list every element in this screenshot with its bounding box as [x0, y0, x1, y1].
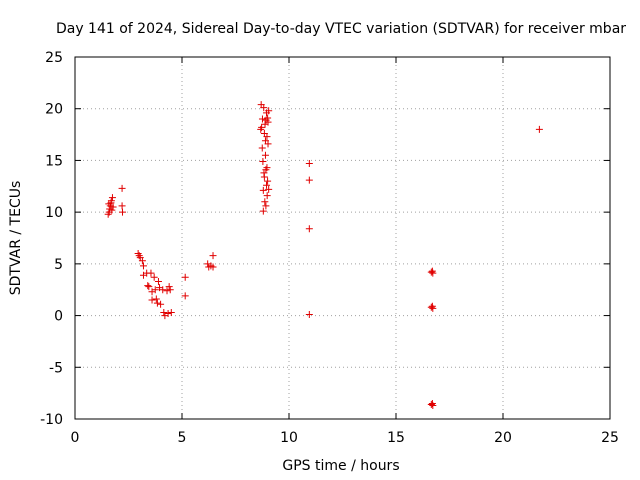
data-point — [118, 184, 126, 192]
x-axis-label: GPS time / hours — [282, 458, 399, 474]
data-point — [261, 151, 269, 159]
data-point — [119, 208, 127, 216]
data-point — [259, 207, 267, 215]
data-point — [144, 282, 152, 290]
data-point — [262, 116, 270, 124]
data-point — [429, 269, 437, 277]
data-point — [209, 263, 217, 271]
data-point — [108, 206, 116, 214]
data-point — [427, 401, 435, 409]
data-point — [305, 225, 313, 233]
x-tick-label: 25 — [601, 430, 619, 446]
data-point — [429, 402, 437, 410]
y-axis-label: SDTVAR / TECUs — [8, 181, 24, 296]
x-tick-label: 5 — [178, 430, 187, 446]
y-tick-label: -10 — [40, 412, 63, 428]
y-tick-label: 10 — [45, 205, 63, 221]
data-point — [265, 107, 273, 115]
data-point — [153, 299, 161, 307]
data-point — [138, 257, 146, 265]
data-point — [166, 286, 174, 294]
data-point — [165, 283, 173, 291]
data-point — [263, 133, 271, 141]
data-point — [159, 286, 167, 294]
data-point — [265, 185, 273, 193]
data-point — [260, 169, 268, 177]
data-point — [160, 308, 168, 316]
data-point — [263, 181, 271, 189]
data-point — [535, 125, 543, 133]
data-point — [258, 144, 266, 152]
data-point — [152, 295, 160, 303]
data-point — [262, 202, 270, 210]
data-point — [147, 269, 155, 277]
data-point — [181, 273, 189, 281]
data-point — [150, 273, 158, 281]
data-point — [305, 160, 313, 168]
data-point — [259, 186, 267, 194]
grid — [75, 57, 610, 419]
data-point — [151, 286, 159, 294]
data-point — [167, 308, 175, 316]
y-tick-label: 5 — [54, 257, 63, 273]
chart-title: Day 141 of 2024, Sidereal Day-to-day VTE… — [56, 21, 626, 37]
data-point — [163, 287, 171, 295]
data-point — [258, 115, 266, 123]
data-point — [264, 177, 272, 185]
data-point — [260, 104, 268, 112]
data-point — [154, 277, 162, 285]
data-point — [263, 164, 271, 172]
data-point — [257, 125, 265, 133]
x-tick-label: 10 — [280, 430, 298, 446]
data-point — [118, 202, 126, 210]
data-point — [261, 198, 269, 206]
y-tick-label: -5 — [49, 360, 63, 376]
x-tick-label: 15 — [387, 430, 405, 446]
y-tick-label: 15 — [45, 153, 63, 169]
data-point — [157, 300, 165, 308]
data-point — [181, 292, 189, 300]
data-point — [264, 140, 272, 148]
data-point — [429, 304, 437, 312]
data-point — [305, 311, 313, 319]
y-tick-label: 0 — [54, 309, 63, 325]
data-point — [263, 192, 271, 200]
y-tick-label: 25 — [45, 50, 63, 66]
data-point — [427, 303, 435, 311]
data-point — [108, 194, 116, 202]
data-point — [109, 203, 117, 211]
x-tick-label: 20 — [494, 430, 512, 446]
data-point — [148, 296, 156, 304]
plot-frame — [74, 56, 611, 420]
data-point — [105, 200, 113, 208]
data-point — [427, 268, 435, 276]
x-tick-label: 0 — [71, 430, 80, 446]
data-point — [259, 157, 267, 165]
data-point — [145, 283, 153, 291]
data-point — [139, 262, 147, 270]
y-tick-label: 20 — [45, 102, 63, 118]
data-point — [305, 176, 313, 184]
data-points — [104, 101, 543, 410]
data-point — [164, 310, 172, 318]
data-point — [209, 252, 217, 260]
